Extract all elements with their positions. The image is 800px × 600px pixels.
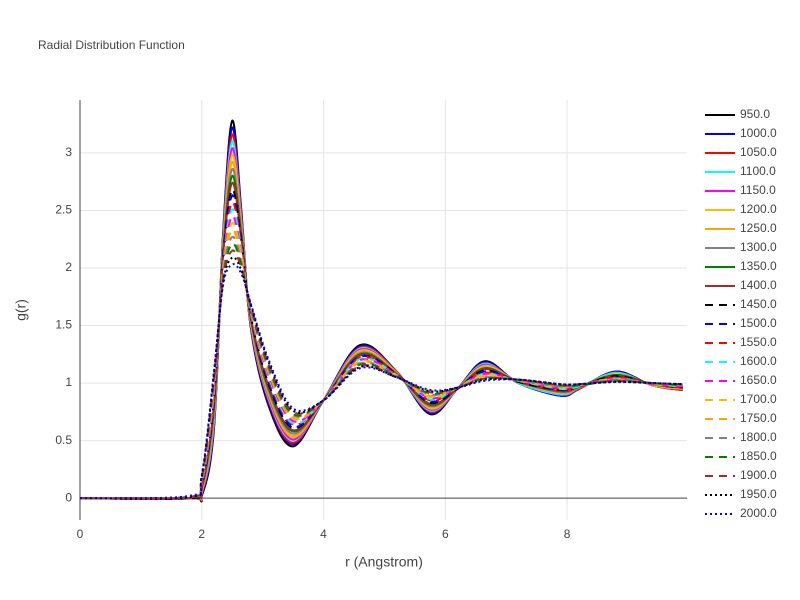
series-line — [79, 229, 683, 500]
legend-label: 1150.0 — [740, 183, 776, 197]
legend-label: 1400.0 — [740, 278, 777, 292]
y-tick-label: 2 — [65, 260, 72, 274]
legend-label: 1450.0 — [740, 297, 777, 311]
legend-label: 1800.0 — [740, 430, 777, 444]
series-line — [79, 249, 683, 500]
y-tick-label: 2.5 — [55, 203, 72, 217]
legend-label: 1950.0 — [740, 487, 777, 501]
x-tick-label: 8 — [564, 527, 571, 541]
y-tick-label: 3 — [65, 145, 72, 159]
legend-label: 1000.0 — [740, 126, 777, 140]
x-tick-label: 6 — [442, 527, 449, 541]
legend-label: 1250.0 — [740, 221, 777, 235]
legend-label: 1650.0 — [740, 373, 777, 387]
series-line — [79, 194, 683, 500]
legend-label: 1550.0 — [740, 335, 777, 349]
y-tick-label: 0.5 — [55, 433, 72, 447]
series-line — [79, 161, 683, 500]
series-line — [79, 201, 683, 500]
legend-label: 1850.0 — [740, 449, 777, 463]
legend-label: 1500.0 — [740, 316, 777, 330]
legend-label: 1350.0 — [740, 259, 777, 273]
legend-label: 1300.0 — [740, 240, 777, 254]
series-line — [79, 154, 683, 501]
series-line — [79, 256, 683, 500]
chart-title: Radial Distribution Function — [38, 38, 185, 52]
legend-label: 1200.0 — [740, 202, 777, 216]
y-axis-title: g(r) — [13, 299, 29, 321]
y-tick-label: 1 — [65, 375, 72, 389]
legend-label: 1100.0 — [740, 164, 776, 178]
series-line — [79, 188, 683, 501]
legend-label: 1050.0 — [740, 145, 777, 159]
legend-label: 1700.0 — [740, 392, 777, 406]
series-line — [79, 140, 683, 501]
legend-label: 1600.0 — [740, 354, 777, 368]
legend-label: 2000.0 — [740, 506, 777, 520]
x-axis-title: r (Angstrom) — [345, 554, 423, 570]
x-tick-label: 0 — [77, 527, 84, 541]
legend-label: 1750.0 — [740, 411, 777, 425]
series-line — [79, 126, 683, 502]
series-line — [79, 174, 683, 500]
legend-label: 1900.0 — [740, 468, 777, 482]
x-tick-label: 4 — [320, 527, 327, 541]
legend-label: 950.0 — [740, 107, 770, 121]
y-tick-label: 1.5 — [55, 318, 72, 332]
series-line — [79, 181, 683, 500]
y-tick-label: 0 — [65, 490, 72, 504]
series-line — [79, 133, 683, 502]
x-tick-label: 2 — [198, 527, 205, 541]
series-line — [79, 147, 683, 501]
series-line — [79, 119, 683, 503]
series-line — [79, 168, 683, 500]
